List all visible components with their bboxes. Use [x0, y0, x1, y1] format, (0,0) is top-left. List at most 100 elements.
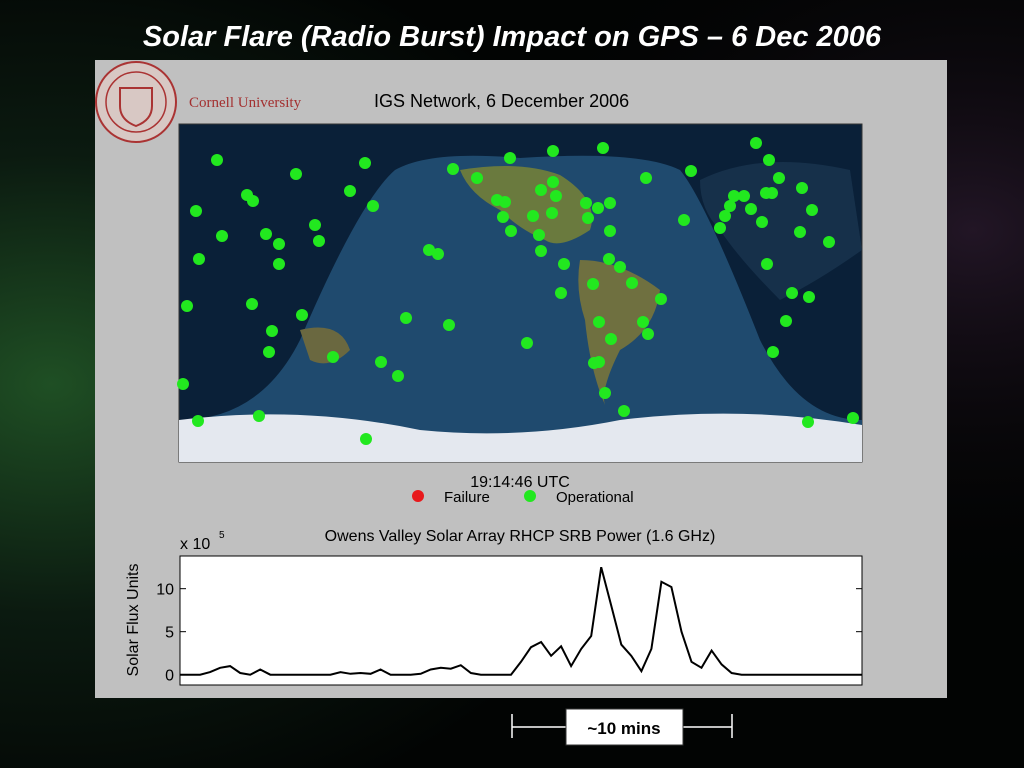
gps-station — [273, 258, 285, 270]
annotation: ~10 mins — [587, 719, 660, 738]
gps-station — [794, 226, 806, 238]
gps-station — [296, 309, 308, 321]
gps-station — [260, 228, 272, 240]
gps-station — [190, 205, 202, 217]
gps-station — [400, 312, 412, 324]
gps-station — [181, 300, 193, 312]
gps-station — [587, 278, 599, 290]
gps-station — [247, 195, 259, 207]
gps-station — [499, 196, 511, 208]
gps-station — [253, 410, 265, 422]
multiplier: x 10 — [180, 536, 210, 553]
legend-swatch — [524, 490, 536, 502]
world-map — [177, 123, 863, 463]
gps-station — [604, 197, 616, 209]
y-tick-label: 10 — [156, 582, 174, 599]
gps-station — [803, 291, 815, 303]
gps-station — [806, 204, 818, 216]
gps-station — [273, 238, 285, 250]
cornell-seal — [95, 61, 177, 143]
plot: 0 5 10 — [156, 566, 862, 685]
gps-station — [290, 168, 302, 180]
gps-station — [592, 202, 604, 214]
gps-station — [604, 225, 616, 237]
gps-station — [359, 157, 371, 169]
gps-station — [780, 315, 792, 327]
gps-station — [847, 412, 859, 424]
gps-station — [637, 316, 649, 328]
gps-station — [626, 277, 638, 289]
flux-line — [180, 566, 862, 676]
gps-station — [558, 258, 570, 270]
gps-station — [471, 172, 483, 184]
legend-label: Failure — [444, 489, 490, 506]
gps-station — [603, 253, 615, 265]
gps-station — [266, 325, 278, 337]
gps-station — [263, 346, 275, 358]
gps-station — [745, 203, 757, 215]
gps-station — [550, 190, 562, 202]
gps-station — [447, 163, 459, 175]
gps-station — [375, 356, 387, 368]
gps-station — [580, 197, 592, 209]
gps-station — [423, 244, 435, 256]
gps-station — [313, 235, 325, 247]
gps-station — [535, 184, 547, 196]
gps-station — [505, 225, 517, 237]
gps-station — [728, 190, 740, 202]
gps-station — [756, 216, 768, 228]
gps-station — [767, 346, 779, 358]
gps-station — [802, 416, 814, 428]
slide-title: Solar Flare (Radio Burst) Impact on GPS … — [143, 21, 882, 53]
gps-station — [521, 337, 533, 349]
gps-station — [327, 351, 339, 363]
multiplier-exponent: 5 — [219, 530, 225, 541]
y-tick-label: 0 — [165, 668, 174, 685]
gps-station — [193, 253, 205, 265]
gps-station — [640, 172, 652, 184]
gps-station — [796, 182, 808, 194]
gps-station — [546, 207, 558, 219]
gps-station — [593, 316, 605, 328]
gps-station — [443, 319, 455, 331]
gps-station — [246, 298, 258, 310]
gps-station — [527, 210, 539, 222]
gps-station — [773, 172, 785, 184]
gps-station — [750, 137, 762, 149]
gps-station — [497, 211, 509, 223]
gps-station — [309, 219, 321, 231]
y-tick-label: 5 — [165, 625, 174, 642]
gps-station — [192, 415, 204, 427]
gps-station — [547, 176, 559, 188]
gps-station — [763, 154, 775, 166]
gps-station — [766, 187, 778, 199]
gps-station — [555, 287, 567, 299]
institution: Cornell University — [189, 95, 302, 111]
gps-station — [392, 370, 404, 382]
plot-area — [179, 555, 863, 686]
gps-station — [761, 258, 773, 270]
gps-station — [719, 210, 731, 222]
gps-station — [605, 333, 617, 345]
gps-station — [823, 236, 835, 248]
chart-title: Owens Valley Solar Array RHCP SRB Power … — [325, 528, 716, 545]
gps-station — [655, 293, 667, 305]
gps-station — [211, 154, 223, 166]
gps-station — [714, 222, 726, 234]
gps-station — [177, 378, 189, 390]
gps-station — [642, 328, 654, 340]
gps-station — [599, 387, 611, 399]
map-time: 19:14:46 UTC — [470, 474, 570, 491]
gps-station — [614, 261, 626, 273]
gps-station — [724, 200, 736, 212]
gps-station — [685, 165, 697, 177]
legend: Failure Operational — [412, 489, 634, 506]
gps-station — [344, 185, 356, 197]
gps-station — [588, 357, 600, 369]
scale-bracket — [511, 708, 733, 746]
gps-station — [533, 229, 545, 241]
y-axis-label: Solar Flux Units — [125, 564, 142, 677]
gps-station — [597, 142, 609, 154]
